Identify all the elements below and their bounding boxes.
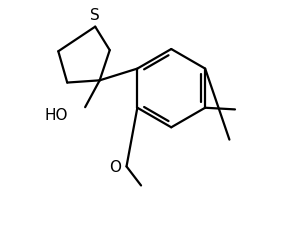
Text: HO: HO [45,108,68,123]
Text: O: O [109,159,121,174]
Text: S: S [90,8,100,23]
